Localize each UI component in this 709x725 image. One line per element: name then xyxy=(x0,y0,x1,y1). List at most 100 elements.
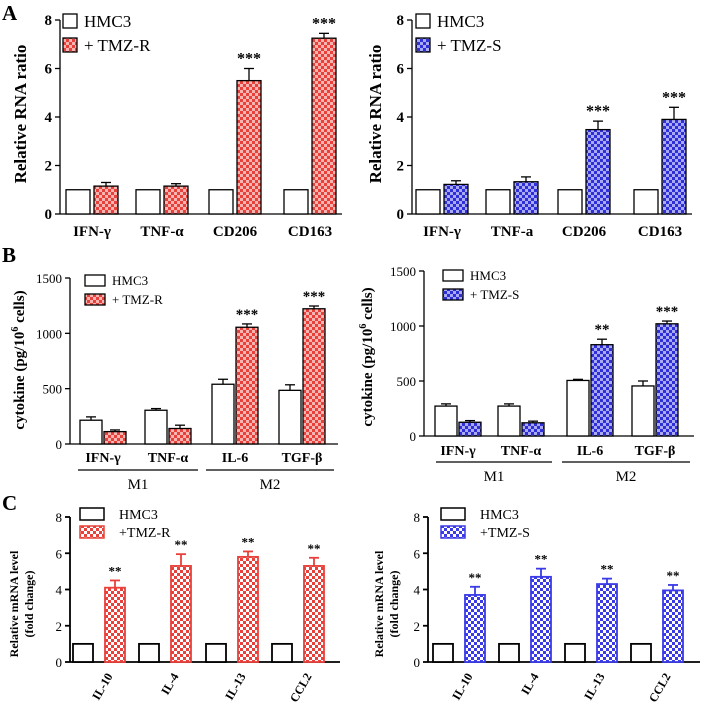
group-label-m2: M2 xyxy=(616,469,637,485)
chart-plot: 0 2 4 6 8 *** *** xyxy=(397,13,692,223)
significance-label: *** xyxy=(312,15,336,32)
bar-treated xyxy=(521,422,545,437)
bar-hmc3 xyxy=(497,405,521,437)
chart-c-right: 0 2 4 6 8 ** ** ** ** Relative mRNA level (fold … xyxy=(372,507,700,705)
legend-swatch-treated xyxy=(415,37,431,53)
bar-treated xyxy=(303,565,325,663)
legend-label-hmc3: HMC3 xyxy=(112,273,148,288)
x-tick-label: TNF-α xyxy=(148,451,189,466)
chart-a-right: 0 2 4 6 8 *** *** Relative RNA ratio HMC3 + TM… xyxy=(366,12,692,240)
bar-hmc3 xyxy=(434,405,458,437)
bar-hmc3 xyxy=(72,642,94,663)
chart-a-left: 0 2 4 6 8 *** *** Relative RNA ratio HMC3 + TM… xyxy=(11,12,342,240)
bar-hmc3 xyxy=(485,189,511,215)
significance-label: ** xyxy=(535,552,548,567)
bar-hmc3 xyxy=(79,419,103,445)
y-tick-label: 6 xyxy=(56,546,63,561)
group-label-m1: M1 xyxy=(484,469,505,485)
legend-swatch-hmc3 xyxy=(84,274,106,287)
bar-treated xyxy=(530,575,552,663)
bar-treated xyxy=(168,427,192,445)
y-tick-label: 500 xyxy=(43,382,63,397)
y-tick-label: 0 xyxy=(414,655,421,670)
y-tick-label: 0 xyxy=(397,207,405,223)
y-tick-label: 1500 xyxy=(36,271,62,286)
significance-label: ** xyxy=(469,570,482,585)
chart-plot: 0 2 4 6 8 ** ** ** ** xyxy=(414,510,700,670)
y-tick-label: 4 xyxy=(414,583,421,598)
bar-hmc3 xyxy=(65,189,91,215)
bar-hmc3 xyxy=(211,383,235,445)
x-tick-label: TNF-α xyxy=(140,224,184,240)
y-tick-label: 1000 xyxy=(36,326,62,341)
y-tick-label: 1500 xyxy=(390,264,416,279)
y-tick-label: 2 xyxy=(45,159,53,175)
significance-label: *** xyxy=(237,51,261,68)
y-tick-label: 6 xyxy=(414,546,421,561)
significance-label: *** xyxy=(586,103,610,120)
bar-treated xyxy=(163,185,189,215)
legend-label-hmc3: HMC3 xyxy=(470,268,506,283)
x-tick-label: IL-13 xyxy=(581,671,607,703)
y-tick-label: 6 xyxy=(397,62,405,78)
legend-label-treated: + TMZ-R xyxy=(112,292,163,307)
bar-treated xyxy=(237,555,259,663)
bar-hmc3 xyxy=(557,189,583,215)
x-tick-label: CCL2 xyxy=(646,671,674,705)
bar-hmc3 xyxy=(633,189,659,215)
x-tick-label: IFN-γ xyxy=(73,224,111,240)
y-tick-label: 500 xyxy=(397,374,417,389)
bar-treated xyxy=(170,565,192,663)
bar-treated xyxy=(443,183,469,215)
x-tick-label: CD206 xyxy=(562,224,607,240)
y-tick-label: 4 xyxy=(397,110,405,126)
bar-treated xyxy=(458,421,482,437)
bar-treated xyxy=(104,586,126,663)
legend-label-hmc3: HMC3 xyxy=(84,12,131,31)
bar-hmc3 xyxy=(498,642,520,663)
legend-swatch-treated xyxy=(62,37,78,53)
legend-label-hmc3: HMC3 xyxy=(119,508,158,523)
bar-hmc3 xyxy=(135,189,161,215)
x-tick-label: IL-4 xyxy=(158,671,181,698)
y-axis-label-line2: (fold change) xyxy=(22,571,36,638)
y-axis-label-line1: Relative mRNA level xyxy=(372,550,386,657)
legend-swatch-hmc3 xyxy=(79,507,105,521)
significance-label: ** xyxy=(308,541,321,556)
x-tick-label: IL-10 xyxy=(449,671,475,703)
y-axis-label-line2: (fold change) xyxy=(387,571,401,638)
legend-label-treated: +TMZ-R xyxy=(119,526,171,541)
x-tick-label: TGF-β xyxy=(282,451,323,466)
x-tick-label: IL-4 xyxy=(518,671,541,698)
y-tick-label: 2 xyxy=(414,619,421,634)
bar-hmc3 xyxy=(144,409,168,445)
x-tick-label: TNF-α xyxy=(501,444,542,459)
y-tick-label: 8 xyxy=(56,510,63,525)
legend-swatch-hmc3 xyxy=(440,507,466,521)
legend-label-treated: + TMZ-S xyxy=(470,287,519,302)
bar-hmc3 xyxy=(432,642,454,663)
legend-label-hmc3: HMC3 xyxy=(437,12,484,31)
bar-treated xyxy=(513,181,539,215)
bar-hmc3 xyxy=(278,389,302,445)
chart-plot: 0 2 4 6 8 ** ** ** ** xyxy=(56,510,340,670)
panel-label-c: C xyxy=(2,491,17,515)
x-tick-label: IL-6 xyxy=(222,451,248,466)
panel-label-b: B xyxy=(2,243,16,267)
bar-treated xyxy=(596,583,618,663)
bar-treated xyxy=(302,308,326,445)
bar-hmc3 xyxy=(564,642,586,663)
y-tick-label: 2 xyxy=(397,159,405,175)
y-tick-label: 0 xyxy=(56,655,63,670)
legend-label-treated: + TMZ-S xyxy=(437,36,502,55)
legend-swatch-hmc3 xyxy=(415,13,431,29)
significance-label: *** xyxy=(303,289,326,305)
bar-treated xyxy=(662,589,684,663)
significance-label: *** xyxy=(236,307,259,323)
x-tick-label: IFN-γ xyxy=(85,451,121,466)
chart-b-left: 0 500 1000 1500 *** *** cytokine (pg/106 cell… xyxy=(10,271,338,493)
bar-treated xyxy=(661,118,687,215)
bar-hmc3 xyxy=(630,642,652,663)
